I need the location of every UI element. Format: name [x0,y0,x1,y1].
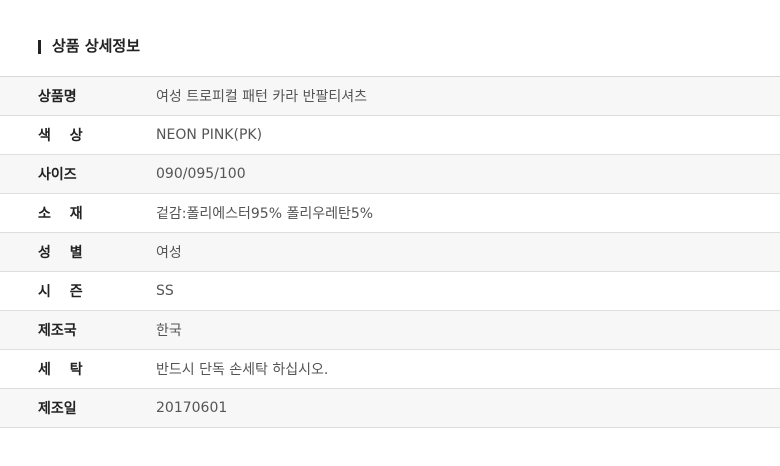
row-label: 세 탁 [38,362,83,378]
row-value: SS [156,283,174,299]
row-value: 한국 [156,323,182,339]
row-label: 제조일 [38,401,77,417]
title-bar [38,40,41,54]
section-title: 상품 상세정보 [52,37,141,55]
table-row: 성 별 여성 [0,233,780,272]
row-value: 겉감:폴리에스터95% 폴리우레탄5% [156,206,374,222]
table-row: 소 재 겉감:폴리에스터95% 폴리우레탄5% [0,194,780,233]
table-row: 제조국 한국 [0,311,780,350]
table-row: 상품명 여성 트로피컬 패턴 카라 반팔티셔츠 [0,77,780,116]
row-value: 090/095/100 [156,166,246,182]
row-label: 소 재 [38,206,83,222]
row-value: 여성 트로피컬 패턴 카라 반팔티셔츠 [156,89,367,105]
table-row: 제조일 20170601 [0,389,780,428]
table-row: 사이즈 090/095/100 [0,155,780,194]
row-label: 시 즌 [38,284,83,300]
table-row: 시 즌 SS [0,272,780,311]
row-value: 20170601 [156,400,228,416]
row-label: 색 상 [38,128,83,144]
row-label: 상품명 [38,89,77,105]
table-row: 세 탁 반드시 단독 손세탁 하십시오. [0,350,780,389]
row-value: NEON PINK(PK) [156,127,263,143]
row-value: 여성 [156,245,182,261]
row-label: 제조국 [38,323,77,339]
row-label: 성 별 [38,245,83,261]
table-row: 색 상 NEON PINK(PK) [0,116,780,155]
row-label: 사이즈 [38,167,77,183]
row-value: 반드시 단독 손세탁 하십시오. [156,362,329,378]
